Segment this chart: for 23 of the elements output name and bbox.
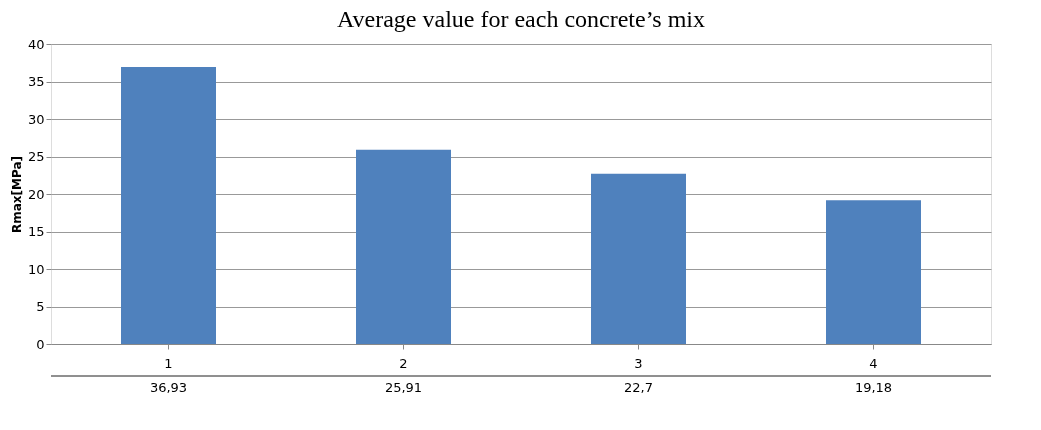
bar	[826, 200, 921, 344]
y-tick-label: 15	[27, 224, 45, 239]
y-tick-label: 5	[36, 299, 45, 314]
x-tick-label: 4	[869, 355, 878, 371]
y-tick-label: 10	[27, 261, 45, 277]
y-axis-title: Rmax[MPa]	[9, 155, 24, 234]
x-tick-label: 3	[634, 355, 643, 371]
data-label: 19,18	[854, 380, 893, 395]
data-label: 36,93	[149, 380, 188, 395]
data-label: 22,7	[624, 380, 653, 395]
bar	[591, 173, 686, 344]
x-tick-label: 2	[399, 355, 408, 371]
y-tick-label: 0	[36, 336, 45, 352]
bar	[121, 67, 216, 344]
x-tick-label: 1	[164, 355, 173, 371]
y-tick-label: 20	[27, 186, 45, 202]
y-tick-label: 25	[27, 149, 45, 164]
y-tick-label: 30	[27, 111, 45, 127]
y-tick-label: 35	[27, 74, 45, 89]
y-tick-label: 40	[27, 36, 45, 52]
bar	[356, 149, 451, 344]
chart-title: Average value for each concrete’s mix	[336, 6, 706, 32]
data-label: 25,91	[384, 380, 423, 395]
